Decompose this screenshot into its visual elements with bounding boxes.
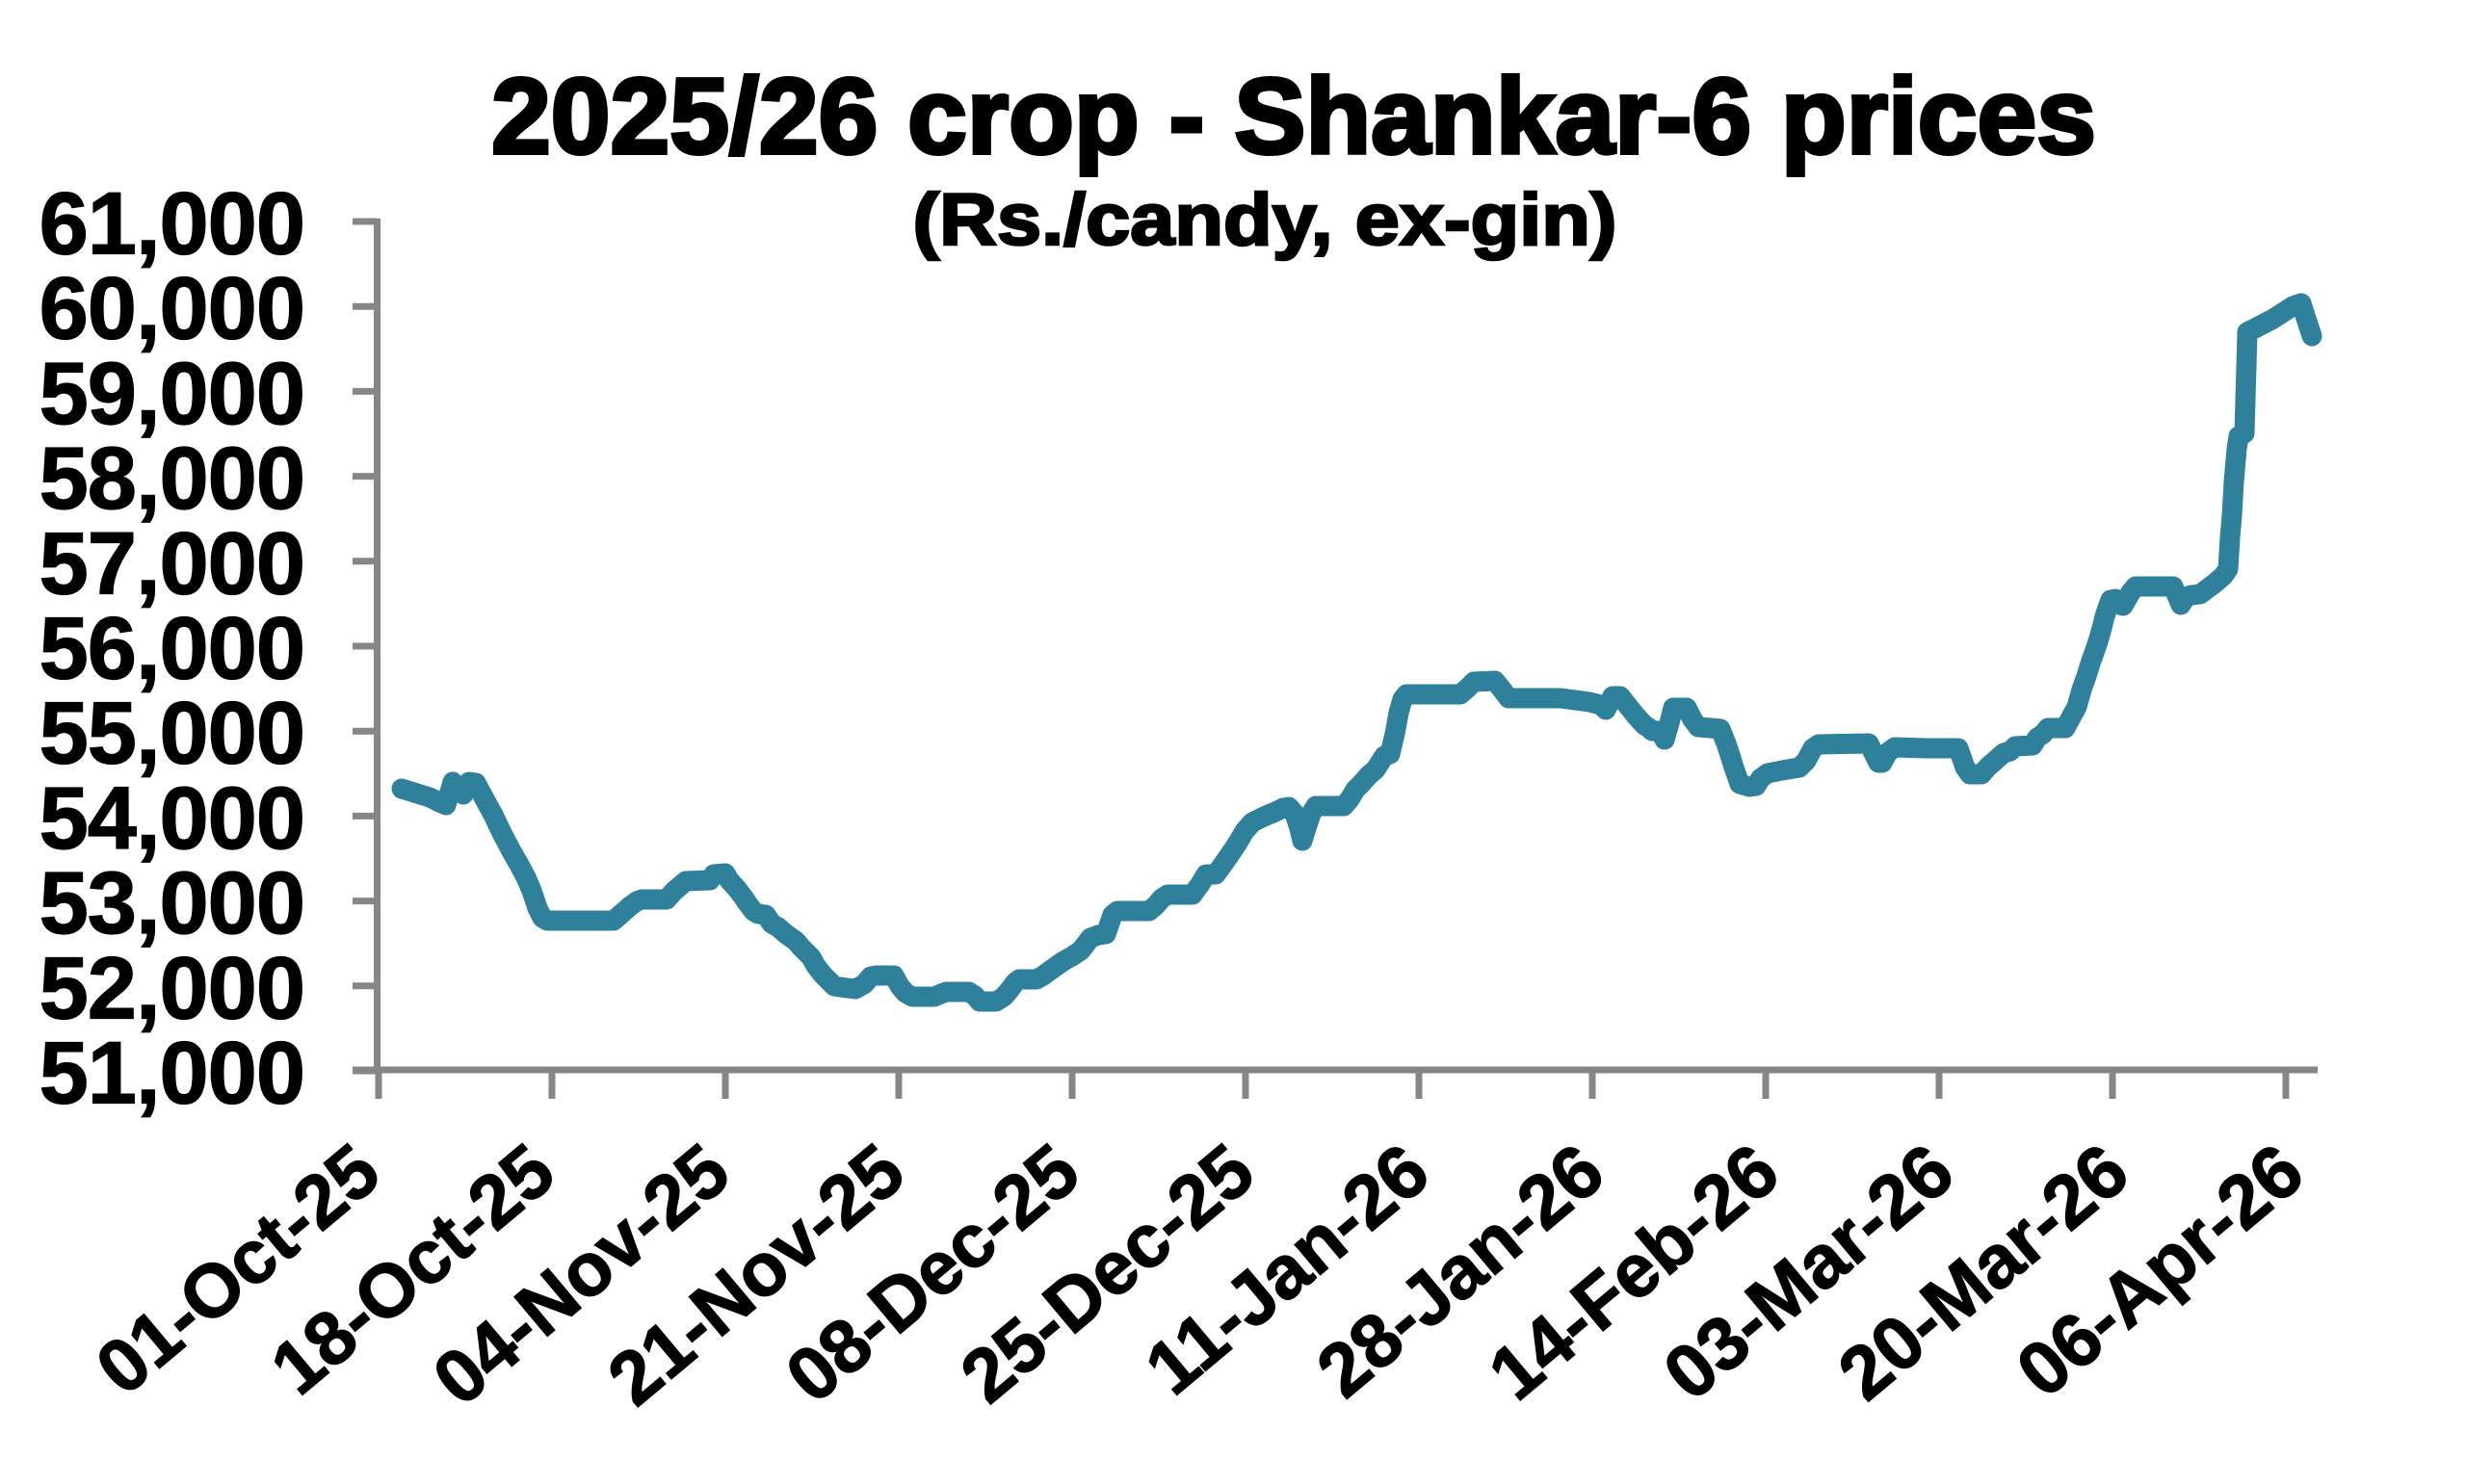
svg-text:52,000: 52,000: [39, 939, 304, 1037]
svg-text:55,000: 55,000: [39, 685, 304, 783]
svg-text:53,000: 53,000: [39, 854, 304, 952]
svg-text:(Rs./candy, ex-gin): (Rs./candy, ex-gin): [913, 179, 1617, 261]
svg-text:60,000: 60,000: [39, 260, 304, 358]
svg-text:57,000: 57,000: [39, 514, 304, 612]
svg-text:58,000: 58,000: [39, 430, 304, 528]
svg-text:51,000: 51,000: [39, 1025, 304, 1123]
svg-text:61,000: 61,000: [39, 175, 304, 273]
svg-text:2025/26 crop - Shankar-6 price: 2025/26 crop - Shankar-6 prices: [491, 57, 2096, 176]
svg-text:54,000: 54,000: [39, 769, 304, 868]
svg-text:56,000: 56,000: [39, 600, 304, 698]
svg-text:59,000: 59,000: [39, 345, 304, 443]
